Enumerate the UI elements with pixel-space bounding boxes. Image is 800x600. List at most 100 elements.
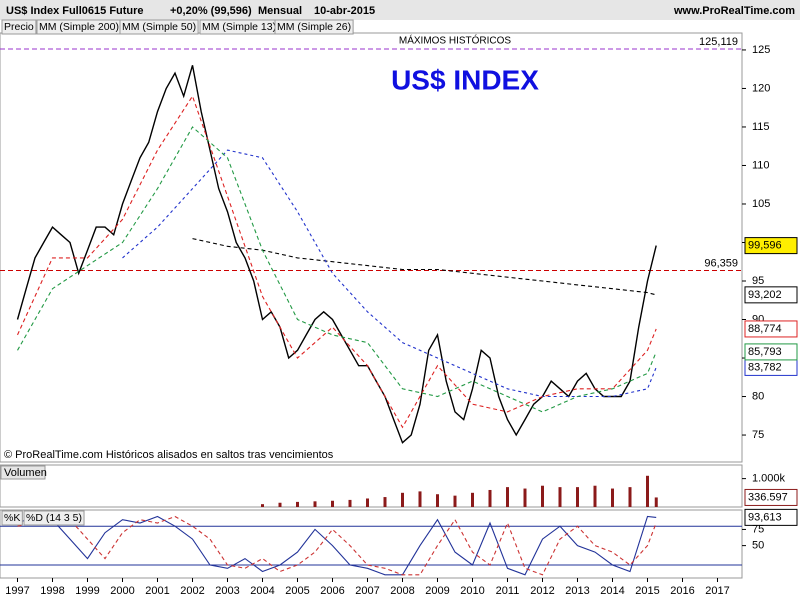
- header-period: Mensual: [258, 5, 302, 17]
- panel-label: Volumen: [4, 467, 47, 479]
- series-line: [122, 149, 657, 398]
- x-tick-label: 2017: [705, 585, 729, 597]
- volume-bar: [576, 487, 579, 507]
- y-tick-label: 75: [752, 429, 764, 441]
- x-tick-label: 2007: [355, 585, 379, 597]
- x-tick-label: 2015: [635, 585, 659, 597]
- x-tick-label: 2006: [320, 585, 344, 597]
- x-tick-label: 2008: [390, 585, 414, 597]
- legend-box: [1, 19, 37, 35]
- volume-bar: [418, 491, 422, 507]
- volume-bar: [488, 489, 492, 507]
- x-tick-label: 2016: [670, 585, 694, 597]
- series-line: [16, 65, 657, 444]
- last-value-label: 93,613: [748, 511, 782, 523]
- volume-bar: [611, 488, 614, 507]
- y-tick-label: 1.000k: [752, 473, 786, 485]
- y-tick-label: 105: [752, 198, 770, 210]
- volume-bar: [331, 500, 334, 507]
- series-line: [16, 94, 657, 429]
- last-value-box: [744, 320, 798, 338]
- volume-bar: [348, 499, 352, 507]
- legend-box: [274, 19, 354, 35]
- volume-bar: [523, 488, 527, 507]
- volume-bar: [453, 495, 457, 507]
- y-tick-label: 125: [752, 44, 770, 56]
- volume-bar: [401, 492, 404, 507]
- volume-bar: [593, 485, 597, 507]
- y-tick-label: 75: [752, 523, 764, 535]
- footnote: © ProRealTime.com Históricos alisados en…: [4, 449, 334, 461]
- x-tick-label: 2014: [600, 585, 624, 597]
- last-value-box: [744, 488, 798, 506]
- x-tick-label: 2012: [530, 585, 554, 597]
- legend-entry: %D (14 3 5): [26, 512, 82, 524]
- legend-entry: MM (Simple 26): [277, 21, 351, 33]
- y-tick-label: 50: [752, 540, 764, 552]
- volume-panel: [0, 464, 743, 508]
- volume-bar: [506, 487, 509, 507]
- legend-entry: MM (Simple 200): [39, 21, 119, 33]
- x-tick-label: 1997: [5, 585, 29, 597]
- header-title: US$ Index Full0615 Future: [6, 5, 144, 17]
- y-tick-label: 115: [752, 121, 770, 133]
- legend-box: [119, 19, 199, 35]
- last-value-box: [744, 237, 798, 255]
- series-line: [17, 515, 657, 576]
- legend-entry: MM (Simple 50): [122, 21, 196, 33]
- volume-bar: [541, 485, 544, 507]
- last-value-label: 99,596: [748, 240, 782, 252]
- series-line: [192, 238, 657, 296]
- series-line: [17, 515, 657, 576]
- volume-bar: [313, 501, 317, 507]
- panel-label-box: [0, 465, 46, 480]
- reference-text: MÁXIMOS HISTÓRICOS: [399, 34, 512, 47]
- price-panel: [0, 32, 743, 463]
- last-value-label: 88,774: [748, 323, 782, 335]
- header-bar: [0, 0, 800, 20]
- volume-bar: [646, 475, 649, 507]
- oscillator-panel: [0, 509, 743, 579]
- y-tick-label: 110: [752, 159, 770, 171]
- header-site: www.ProRealTime.com: [673, 5, 795, 17]
- y-tick-label: 80: [752, 390, 764, 402]
- volume-bar: [654, 497, 658, 507]
- x-tick-label: 2004: [250, 585, 274, 597]
- legend-entry: Precio: [4, 21, 34, 33]
- x-tick-label: 2002: [180, 585, 204, 597]
- header-change: +0,20% (99,596): [170, 5, 252, 17]
- reference-label: 96,359: [704, 257, 738, 269]
- x-tick-label: 2003: [215, 585, 239, 597]
- chart-title: US$ INDEX: [391, 64, 539, 95]
- series-line: [17, 126, 657, 413]
- legend-entry: %K: [4, 512, 20, 524]
- x-tick-label: 2010: [460, 585, 484, 597]
- header-date: 10-abr-2015: [314, 5, 375, 17]
- legend-box: [1, 510, 23, 526]
- volume-bar: [628, 487, 632, 507]
- x-tick-label: 2005: [285, 585, 309, 597]
- volume-bar: [436, 494, 439, 507]
- volume-bar: [278, 502, 282, 507]
- x-tick-label: 2009: [425, 585, 449, 597]
- x-tick-label: 1999: [75, 585, 99, 597]
- y-tick-label: 95: [752, 275, 764, 287]
- x-tick-label: 1998: [40, 585, 64, 597]
- x-tick-label: 2011: [496, 585, 520, 597]
- last-value-label: 336.597: [748, 491, 788, 503]
- volume-bar: [296, 501, 299, 507]
- volume-bar: [366, 498, 369, 507]
- last-value-box: [744, 286, 798, 304]
- last-value-label: 83,782: [748, 361, 782, 373]
- last-value-label: 85,793: [748, 346, 782, 358]
- last-value-label: 93,202: [748, 289, 782, 301]
- y-tick-label: 120: [752, 82, 770, 94]
- x-tick-label: 2000: [110, 585, 134, 597]
- last-value-box: [744, 343, 798, 361]
- volume-bar: [261, 504, 264, 507]
- volume-bar: [383, 497, 387, 507]
- last-value-box: [744, 508, 798, 526]
- x-tick-label: 2001: [145, 585, 169, 597]
